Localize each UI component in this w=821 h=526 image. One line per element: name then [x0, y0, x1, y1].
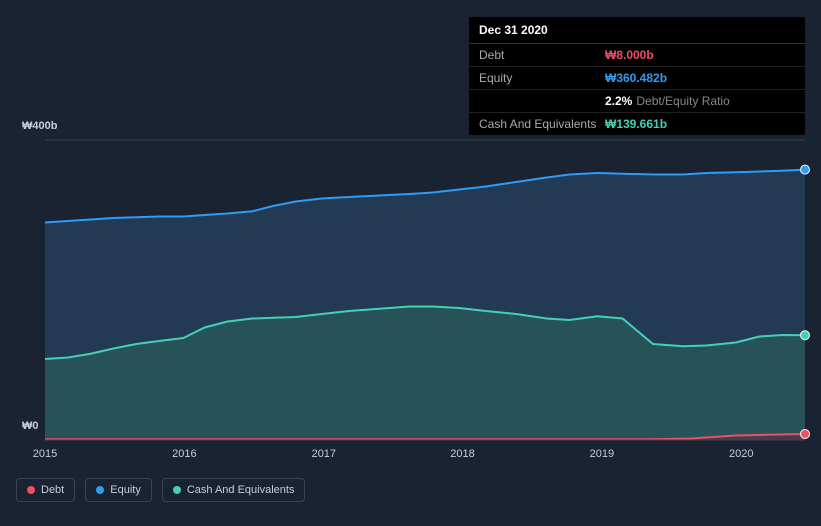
- tooltip-row: Cash And Equivalents₩139.661b: [469, 113, 805, 135]
- tooltip-row: 2.2% Debt/Equity Ratio: [469, 90, 805, 113]
- legend-item-cash-and-equivalents[interactable]: Cash And Equivalents: [162, 478, 306, 502]
- legend-label: Cash And Equivalents: [187, 484, 295, 496]
- chart-plot-area: [45, 140, 805, 440]
- tooltip-row: Equity₩360.482b: [469, 67, 805, 90]
- tooltip-date: Dec 31 2020: [469, 17, 805, 44]
- series-marker: [801, 430, 810, 439]
- tooltip-row-label: Equity: [479, 71, 605, 85]
- tooltip-row-value: ₩139.661b: [605, 117, 667, 131]
- tooltip-row-value: ₩360.482b: [605, 71, 667, 85]
- y-axis-label: ₩400b: [22, 120, 57, 132]
- legend-dot-icon: [96, 486, 104, 494]
- legend-label: Equity: [110, 484, 141, 496]
- legend-item-equity[interactable]: Equity: [85, 478, 152, 502]
- tooltip-row-note: Debt/Equity Ratio: [636, 94, 729, 108]
- tooltip-row-label: Cash And Equivalents: [479, 117, 605, 131]
- x-axis-label: 2019: [590, 448, 614, 460]
- tooltip-row-label: [479, 94, 605, 108]
- x-axis-label: 2015: [33, 448, 57, 460]
- tooltip-row: Debt₩8.000b: [469, 44, 805, 67]
- tooltip-row-value: ₩8.000b: [605, 48, 654, 62]
- chart-tooltip: Dec 31 2020 Debt₩8.000bEquity₩360.482b2.…: [469, 17, 805, 135]
- legend-dot-icon: [27, 486, 35, 494]
- x-axis-label: 2020: [729, 448, 753, 460]
- x-axis-label: 2017: [312, 448, 336, 460]
- x-axis-label: 2016: [172, 448, 196, 460]
- tooltip-row-label: Debt: [479, 48, 605, 62]
- x-axis-label: 2018: [450, 448, 474, 460]
- y-axis-label: ₩0: [22, 420, 39, 432]
- legend-dot-icon: [173, 486, 181, 494]
- tooltip-row-value: 2.2%: [605, 94, 632, 108]
- legend-label: Debt: [41, 484, 64, 496]
- series-marker: [801, 165, 810, 174]
- series-marker: [801, 331, 810, 340]
- legend: Debt Equity Cash And Equivalents: [16, 478, 305, 502]
- legend-item-debt[interactable]: Debt: [16, 478, 75, 502]
